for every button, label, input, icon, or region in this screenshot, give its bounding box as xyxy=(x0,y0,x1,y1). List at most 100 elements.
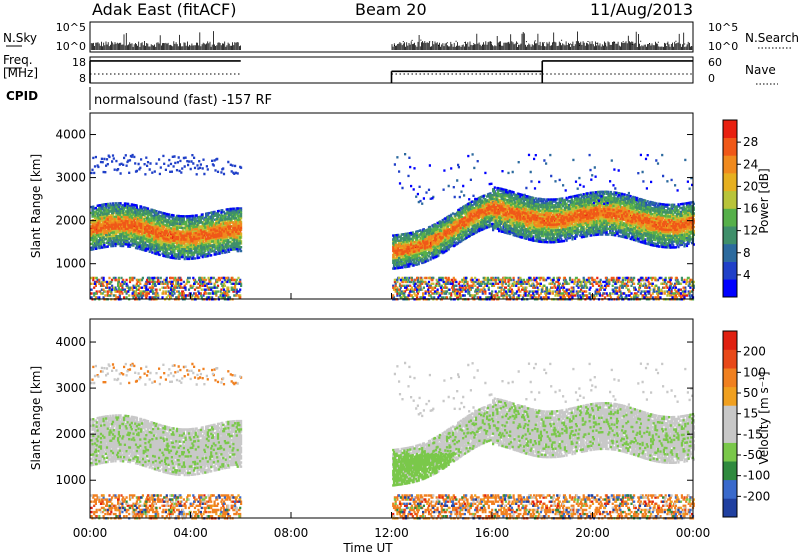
colorbar-tick-label: 16 xyxy=(743,202,758,216)
colorbar-swatch xyxy=(723,331,737,350)
date-label: 11/Aug/2013 xyxy=(590,0,693,19)
colorbar-swatch xyxy=(723,155,737,174)
freq-tick-bottom: 8 xyxy=(79,72,86,85)
colorbar-swatch xyxy=(723,461,737,481)
power-echo-cells xyxy=(90,153,694,301)
colorbar-swatch xyxy=(723,442,737,462)
y-tick-label: 2000 xyxy=(55,427,86,441)
noise-left-tick-bottom: 10^0 xyxy=(56,40,86,53)
power-colorbar-label: Power [dB] xyxy=(757,168,771,233)
time-axis: 00:00 04:00 08:00 12:00 16:00 20:00 00:00 xyxy=(73,293,711,540)
colorbar-tick-label: -15 xyxy=(743,427,763,441)
colorbar-tick-label: -200 xyxy=(743,489,770,503)
velocity-echo-cells xyxy=(108,494,675,520)
noise-right-tick-bottom: 10^0 xyxy=(708,40,738,53)
colorbar-swatch xyxy=(723,173,737,192)
colorbar-tick-label: -100 xyxy=(743,469,770,483)
colorbar-swatch xyxy=(723,226,737,245)
noise-left-tick-top: 10^5 xyxy=(56,21,86,34)
freq-label: Freq. xyxy=(3,53,33,67)
colorbar-swatch xyxy=(723,498,737,518)
beam-label: Beam 20 xyxy=(355,0,427,19)
y-tick-label: 3000 xyxy=(55,171,86,185)
velocity-y-label: Slant Range [km] xyxy=(29,366,43,470)
frequency-lines xyxy=(89,60,693,83)
colorbar-tick-label: 8 xyxy=(743,246,751,260)
colorbar-swatch xyxy=(723,190,737,209)
velocity-echo-cells xyxy=(90,361,695,520)
noise-right-tick-top: 10^5 xyxy=(708,21,738,34)
colorbar-swatch xyxy=(723,424,737,443)
power-echo-cells xyxy=(90,200,695,301)
colorbar-swatch xyxy=(723,405,737,425)
power-panel: 4000 3000 2000 1000 Slant Range [km] 28 24 20… xyxy=(29,112,771,301)
freq-tick-top: 18 xyxy=(72,56,86,69)
cpid-label: CPID xyxy=(6,89,38,103)
colorbar-tick-label: 12 xyxy=(743,224,758,238)
velocity-echo-cells xyxy=(90,400,695,520)
power-echo-cells xyxy=(90,190,695,301)
colorbar-swatch xyxy=(723,349,737,369)
power-echo-cells xyxy=(91,203,695,301)
y-tick-label: 1000 xyxy=(55,473,86,487)
colorbar-tick-label: -50 xyxy=(743,448,763,462)
y-tick-label: 3000 xyxy=(55,381,86,395)
radar-title: Adak East (fitACF) xyxy=(92,0,236,19)
colorbar-swatch xyxy=(723,479,737,499)
colorbar-swatch xyxy=(723,137,737,156)
nave-tick-top: 60 xyxy=(708,56,722,69)
y-tick-label: 2000 xyxy=(55,214,86,228)
x-tick-label: 16:00 xyxy=(475,526,510,540)
velocity-echoes xyxy=(90,361,695,520)
noise-panel: N.Sky 10^5 10^0 10^5 10^0 N.Search xyxy=(3,21,799,53)
colorbar-frame xyxy=(722,330,738,518)
colorbar-tick-label: 4 xyxy=(743,268,751,282)
x-tick-label: 12:00 xyxy=(374,526,409,540)
colorbar-swatch xyxy=(723,120,737,138)
colorbar-swatch xyxy=(723,208,737,227)
x-tick-label: 20:00 xyxy=(575,526,610,540)
nave-tick-bottom: 0 xyxy=(708,72,715,85)
colorbar-tick-label: 24 xyxy=(743,157,758,171)
n-search-label: N.Search xyxy=(745,31,799,45)
power-echo-cells xyxy=(91,188,695,301)
colorbar-tick-label: 50 xyxy=(743,386,758,400)
velocity-colorbar-label: Velocity [m s⁻¹] xyxy=(757,371,771,464)
colorbar-swatch xyxy=(723,368,737,388)
freq-unit-label: [MHz] xyxy=(3,66,38,80)
power-colorbar: 28 24 20 16 12 8 4 xyxy=(722,119,758,298)
frequency-panel: Freq. [MHz] 18 8 60 0 Nave xyxy=(3,53,778,85)
y-tick-label: 1000 xyxy=(55,257,86,271)
colorbar-tick-label: 200 xyxy=(743,345,766,359)
colorbar-swatch xyxy=(723,261,737,280)
noise-bars xyxy=(90,31,694,50)
colorbar-tick-label: 28 xyxy=(743,135,758,149)
noise-panel-frame xyxy=(89,21,694,53)
cpid-row: CPID normalsound (fast) -157 RF xyxy=(6,87,272,110)
x-tick-label: 04:00 xyxy=(173,526,208,540)
y-tick-label: 4000 xyxy=(55,335,86,349)
colorbar-swatch xyxy=(723,279,737,298)
power-y-axis: 4000 3000 2000 1000 xyxy=(55,128,693,271)
cpid-text: normalsound (fast) -157 RF xyxy=(94,93,272,108)
velocity-panel: 4000 3000 2000 1000 Slant Range [km] 200 100… xyxy=(29,318,771,520)
noise-sky-bars xyxy=(90,31,694,50)
x-tick-label: 08:00 xyxy=(274,526,309,540)
colorbar-tick-label: 100 xyxy=(743,365,766,379)
power-y-label: Slant Range [km] xyxy=(29,154,43,258)
power-echo-cells xyxy=(90,194,695,301)
colorbar-tick-label: 20 xyxy=(743,179,758,193)
x-tick-label: 00:00 xyxy=(676,526,711,540)
velocity-colorbar: 200 100 50 15 -15 -50 -100 -200 xyxy=(722,330,770,518)
y-tick-label: 4000 xyxy=(55,128,86,142)
noise-search-dots xyxy=(394,39,686,47)
colorbar-swatch xyxy=(723,243,737,262)
power-echoes xyxy=(90,153,695,301)
colorbar-swatch xyxy=(723,386,737,406)
velocity-y-axis: 4000 3000 2000 1000 xyxy=(55,335,693,487)
x-axis-label: Time UT xyxy=(342,541,393,554)
x-tick-label: 00:00 xyxy=(73,526,108,540)
colorbar-tick-label: 15 xyxy=(743,407,758,421)
n-sky-label: N.Sky xyxy=(3,31,37,45)
